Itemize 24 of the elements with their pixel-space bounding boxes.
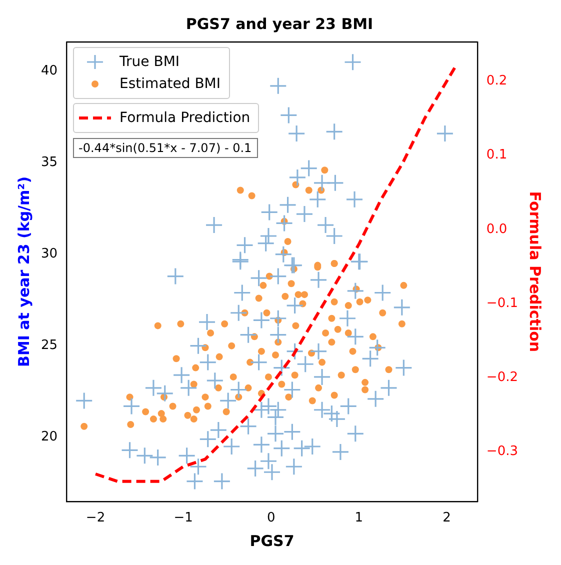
- y-tick-label: 40: [40, 64, 58, 79]
- y-tick-label: 35: [40, 155, 58, 170]
- y2-tick-label: 0.0: [486, 222, 508, 237]
- legend-label: Estimated BMI: [120, 76, 221, 92]
- legend-label: Formula Prediction: [120, 110, 250, 126]
- y-tick-label: 20: [40, 430, 58, 445]
- x-tick-label: −1: [174, 510, 193, 526]
- legend-label: True BMI: [120, 54, 180, 70]
- y2-tick-label: −0.1: [486, 296, 518, 311]
- y2-tick-label: −0.2: [486, 370, 518, 386]
- y-tick-label: 25: [40, 338, 58, 354]
- y2-tick-label: 0.1: [486, 148, 508, 163]
- x-tick-label: 0: [266, 510, 276, 526]
- chart-title: PGS7 and year 23 BMI: [186, 14, 374, 33]
- annotation: -0.44*sin(0.51*x - 7.07) - 0.1: [72, 138, 258, 158]
- y2-tick-label: −0.3: [486, 444, 518, 460]
- y2-tick-label: 0.2: [486, 74, 508, 89]
- y2-axis-title: Formula Prediction: [526, 191, 544, 352]
- y-tick-label: 30: [40, 246, 58, 262]
- x-tick-label: 2: [442, 510, 451, 526]
- x-tick-label: −2: [86, 510, 106, 526]
- x-tick-label: 1: [354, 510, 364, 526]
- x-axis-title: PGS7: [250, 532, 294, 550]
- y-axis-title: BMI at year 23 (kg/m²): [14, 176, 33, 367]
